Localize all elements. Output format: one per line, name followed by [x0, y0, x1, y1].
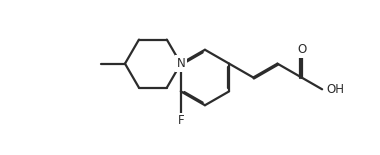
Text: O: O [297, 43, 306, 56]
Text: N: N [176, 57, 185, 70]
Text: OH: OH [326, 83, 344, 96]
Text: F: F [177, 114, 184, 127]
